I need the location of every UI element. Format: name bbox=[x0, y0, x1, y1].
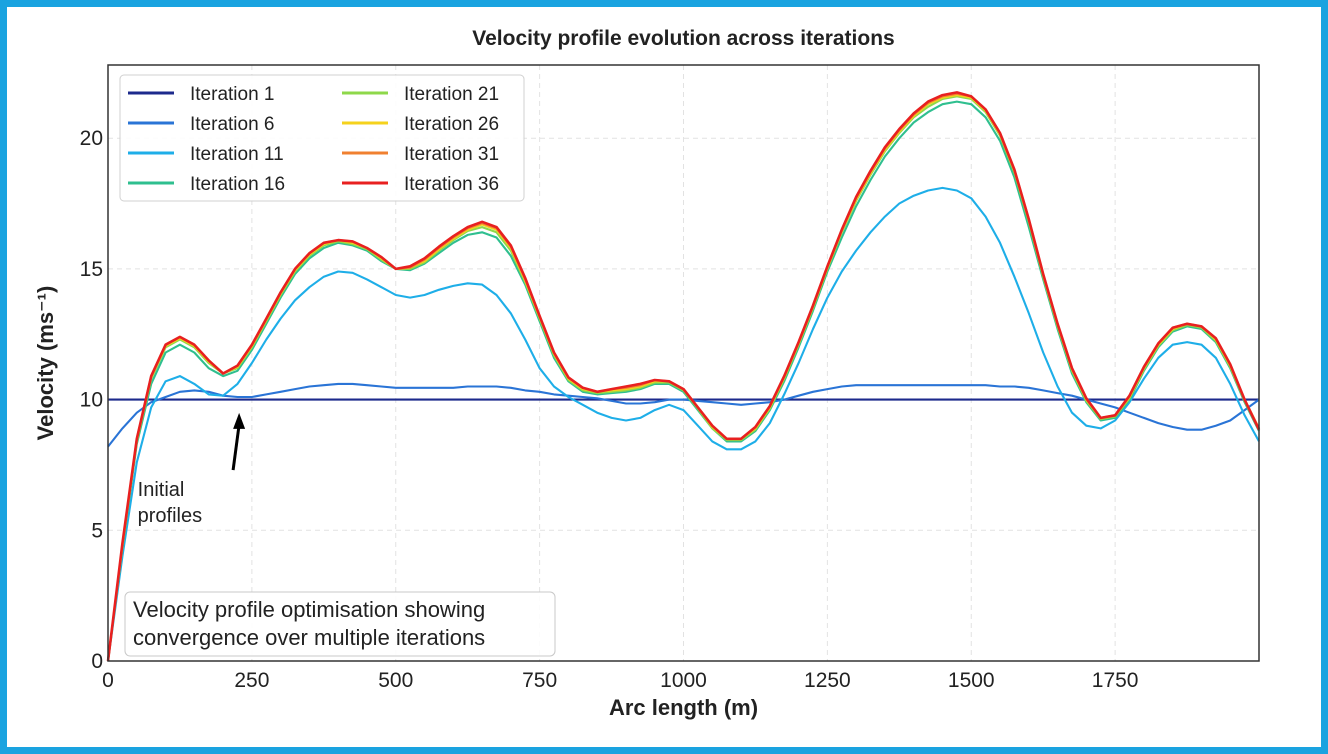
y-axis-label: Velocity (ms⁻¹) bbox=[33, 286, 58, 441]
y-tick-label: 0 bbox=[91, 650, 103, 673]
series-line-iteration-6 bbox=[107, 382, 1260, 448]
x-tick-label: 1000 bbox=[660, 669, 707, 692]
x-tick-label: 1750 bbox=[1092, 669, 1139, 692]
x-tick-label: 1500 bbox=[948, 669, 995, 692]
legend-box bbox=[119, 74, 525, 202]
legend-entry: Iteration 26 bbox=[404, 114, 499, 135]
x-tick-label: 750 bbox=[522, 669, 557, 692]
series-line-iteration-11 bbox=[106, 186, 1260, 662]
note-text-line: Velocity profile optimisation showing bbox=[133, 597, 485, 622]
annotation-text: Initial bbox=[138, 479, 185, 501]
y-tick-label: 5 bbox=[91, 519, 103, 542]
legend: Iteration 1 Iteration 6 Iteration 11 Iterat… bbox=[119, 74, 525, 202]
annotation-text: profiles bbox=[138, 505, 202, 527]
legend-entry: Iteration 11 bbox=[190, 144, 284, 165]
legend-entry: Iteration 16 bbox=[190, 174, 285, 195]
x-tick-label: 250 bbox=[234, 669, 269, 692]
x-tick-label: 500 bbox=[378, 669, 413, 692]
tick-layer: 0 250 500 750 1000 1250 1500 1750 0 5 10 15 20 bbox=[80, 127, 1139, 692]
x-axis-label: Arc length (m) bbox=[609, 695, 758, 720]
legend-entry: Iteration 21 bbox=[404, 84, 499, 105]
legend-entry: Iteration 36 bbox=[404, 174, 499, 195]
velocity-chart: 0 250 500 750 1000 1250 1500 1750 0 5 10 15 20 Veloc… bbox=[33, 27, 1261, 720]
annotation-arrow-shaft bbox=[231, 424, 241, 471]
chart-title: Velocity profile evolution across iterat… bbox=[472, 27, 894, 50]
y-tick-label: 15 bbox=[80, 258, 103, 281]
series-layer bbox=[106, 91, 1261, 662]
note-box: Velocity profile optimisation showing con… bbox=[124, 591, 556, 657]
initial-profiles-annotation: Initial profiles bbox=[138, 412, 246, 527]
legend-entry: Iteration 31 bbox=[404, 144, 499, 165]
note-frame bbox=[124, 591, 556, 657]
annotation-arrow-head bbox=[233, 412, 246, 429]
legend-entry: Iteration 1 bbox=[190, 84, 275, 105]
y-tick-label: 10 bbox=[80, 389, 103, 412]
x-tick-label: 0 bbox=[102, 669, 114, 692]
plot-area-border bbox=[107, 64, 1260, 662]
x-tick-label: 1250 bbox=[804, 669, 851, 692]
legend-entry: Iteration 6 bbox=[190, 114, 275, 135]
series-line-iteration-36 bbox=[106, 91, 1261, 662]
y-tick-label: 20 bbox=[80, 127, 103, 150]
figure-frame: 0 250 500 750 1000 1250 1500 1750 0 5 10 15 20 Veloc… bbox=[7, 7, 1321, 747]
note-text-line: convergence over multiple iterations bbox=[133, 625, 485, 650]
